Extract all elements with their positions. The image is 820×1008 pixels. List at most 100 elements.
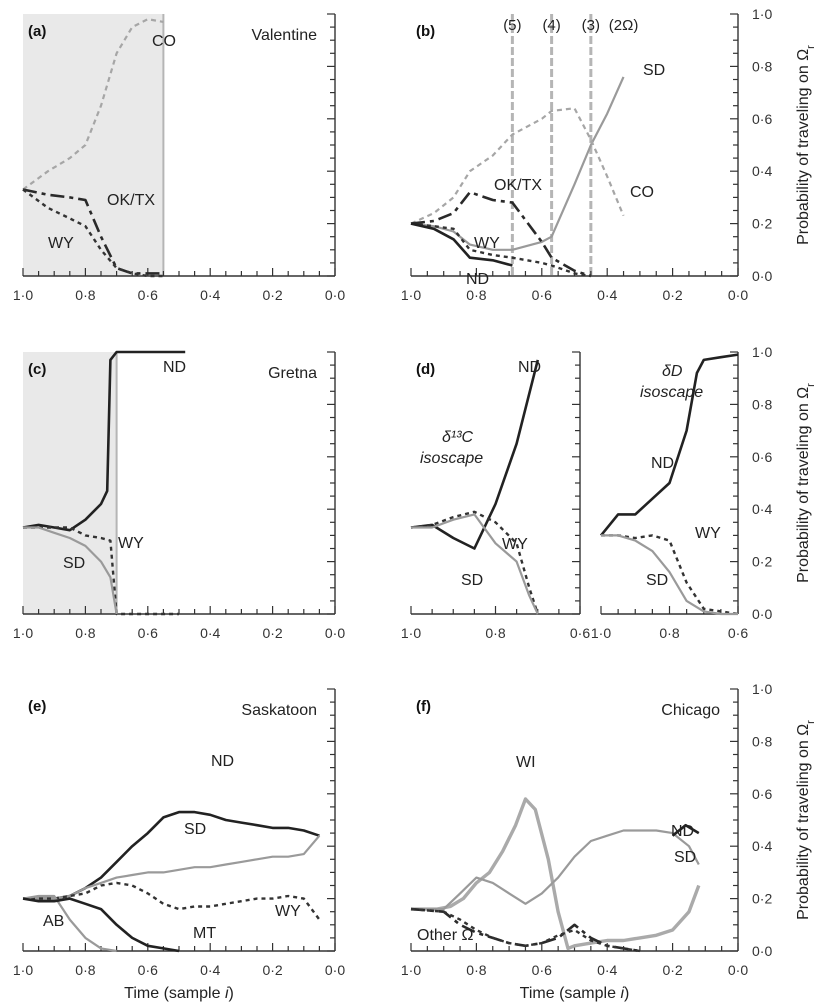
x-tick-label: 0·6 (532, 962, 552, 978)
y-tick-label: 0·6 (752, 449, 772, 465)
y-tick-label: 0·6 (752, 111, 772, 127)
x-tick-label: 0·2 (262, 962, 282, 978)
series-label-sd: SD (184, 821, 206, 838)
panel-letter: (a) (28, 23, 46, 40)
y-tick-label: 0·4 (752, 838, 772, 854)
y-tick-label: 0·4 (752, 163, 772, 179)
isoscape-symbol: δ¹³C (442, 429, 474, 446)
series-line-sd (411, 513, 539, 615)
series-label-nd: ND (211, 753, 234, 770)
series-label-sd: SD (63, 555, 85, 572)
chart-panel-f: 1·0 0·8 0·6 0·4 0·2 0·00·0 0·2 0·4 0·6 0·8 1·0 WI SD… (401, 681, 817, 1002)
chart-panel-d1: 1·0 0·8 0·6 ND WY SD (d) δ¹³C isoscape (401, 351, 590, 641)
y-tick-label: 0·8 (752, 58, 772, 74)
series-label-nd: ND (671, 823, 694, 840)
x-tick-label: 1·0 (401, 287, 421, 303)
series-label-nd: ND (651, 455, 674, 472)
series-line-sd (23, 526, 118, 615)
series-line-wy (23, 526, 179, 616)
x-tick-label: 0·6 (728, 625, 748, 641)
x-tick-label: 0·4 (200, 962, 220, 978)
series-label-sd: SD (461, 572, 483, 589)
x-tick-label: 1·0 (13, 625, 33, 641)
x-axis-title: Time (sample i) (520, 985, 630, 1002)
series-label-sd: SD (674, 849, 696, 866)
x-tick-label: 0·6 (138, 625, 158, 641)
series-label-other-: Other Ω (417, 927, 473, 944)
y-tick-label: 0·2 (752, 554, 772, 570)
series-label-wy: WY (275, 903, 301, 920)
y-tick-label: 1·0 (752, 344, 772, 360)
panel-letter: (d) (416, 361, 435, 378)
isoscape-label: isoscape (420, 450, 483, 467)
series-line-nd (23, 810, 320, 900)
panel-letter: (c) (28, 361, 46, 378)
series-label-ok-tx: OK/TX (107, 192, 155, 209)
x-tick-label: 1·0 (401, 625, 421, 641)
series-line-nd (599, 353, 739, 537)
panel-letter: (f) (416, 698, 431, 715)
series-line-mt (22, 897, 180, 953)
x-tick-label: 0·8 (75, 287, 95, 303)
series-line-ok-tx (410, 190, 592, 278)
x-tick-label: 0·6 (138, 287, 158, 303)
isoscape-symbol: δD (662, 363, 683, 380)
shaded-region (23, 14, 164, 276)
series-line-ok-tx (22, 188, 164, 275)
x-tick-label: 1·0 (13, 962, 33, 978)
series-line-wy (410, 510, 539, 615)
x-tick-label: 1·0 (13, 287, 33, 303)
panel-city-title: Valentine (251, 27, 317, 44)
series-line-nd (410, 222, 513, 267)
x-tick-label: 0·0 (728, 287, 748, 303)
y-tick-label: 0·2 (752, 216, 772, 232)
x-tick-label: 0·4 (200, 625, 220, 641)
x-tick-label: 0·4 (597, 287, 617, 303)
x-tick-label: 0·2 (662, 287, 682, 303)
series-label-ok-tx: OK/TX (494, 177, 542, 194)
series-label-sd: SD (643, 62, 665, 79)
y-tick-label: 1·0 (752, 681, 772, 697)
region-label: (4) (542, 17, 560, 34)
series-label-wy: WY (48, 235, 74, 252)
series-line-wy (22, 188, 164, 278)
x-tick-label: 0·2 (262, 625, 282, 641)
x-tick-label: 1·0 (591, 625, 611, 641)
x-tick-label: 0·6 (532, 287, 552, 303)
series-label-co: CO (152, 33, 176, 50)
series-line-sd (601, 534, 738, 616)
chart-panel-b: (5) (4) (3) (2Ω) 1·0 0·8 0·6 0·4 0·2 0·00·0 0·2 0·4… (401, 6, 817, 303)
series-line-nd (22, 350, 186, 532)
series-label-nd: ND (466, 271, 489, 288)
series-line-ab (22, 894, 117, 953)
series-line-sd (23, 834, 321, 900)
series-label-nd: ND (163, 359, 186, 376)
y-tick-label: 1·0 (752, 6, 772, 22)
x-tick-label: 0·4 (597, 962, 617, 978)
series-line-unnamed (410, 907, 641, 953)
series-line-wy (601, 534, 739, 616)
x-tick-label: 1·0 (401, 962, 421, 978)
panel-letter: (e) (28, 698, 46, 715)
series-label-sd: SD (646, 572, 668, 589)
y-tick-label: 0·2 (752, 891, 772, 907)
region-label: (5) (503, 17, 521, 34)
x-tick-label: 0·6 (570, 625, 590, 641)
series-label-mt: MT (193, 925, 216, 942)
x-tick-label: 0·2 (262, 287, 282, 303)
series-label-wy: WY (695, 525, 721, 542)
x-tick-label: 0·6 (138, 962, 158, 978)
y-axis-title: Probability of traveling on Ωr (795, 45, 817, 245)
series-label-wy: WY (502, 536, 528, 553)
series-label-wy: WY (474, 235, 500, 252)
x-tick-label: 0·8 (75, 625, 95, 641)
series-label-nd: ND (518, 359, 541, 376)
x-tick-label: 0·0 (728, 962, 748, 978)
x-tick-label: 0·8 (659, 625, 679, 641)
x-tick-label: 0·4 (200, 287, 220, 303)
x-tick-label: 0·8 (466, 287, 486, 303)
x-tick-label: 0·8 (75, 962, 95, 978)
x-axis-title: Time (sample i) (124, 985, 234, 1002)
series-line-co (410, 107, 625, 225)
series-label-ab: AB (43, 913, 64, 930)
